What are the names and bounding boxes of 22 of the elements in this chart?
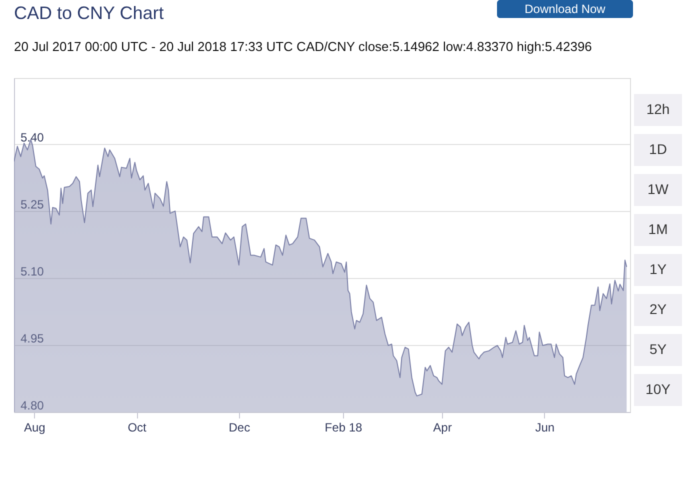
text: 10Y xyxy=(646,381,672,397)
x-tick-label: Apr xyxy=(433,420,452,434)
text: Download Now xyxy=(524,2,606,16)
x-tick-label: Aug xyxy=(24,420,46,434)
text: 1W xyxy=(648,181,670,197)
text: 2Y xyxy=(649,301,668,317)
x-tick-label: Oct xyxy=(128,420,148,434)
y-tick-label: 4.95 xyxy=(20,332,44,346)
y-tick-label: 5.10 xyxy=(20,264,44,279)
chart-subtitle: 20 Jul 2017 00:00 UTC - 20 Jul 2018 17:33 UTC CAD/CNY close:5.14962 low:4.83370 high:5.42396 xyxy=(14,39,592,54)
text: 12h xyxy=(646,101,670,117)
y-tick-label: 4.80 xyxy=(20,398,44,412)
x-tick-label: Feb 18 xyxy=(324,420,362,434)
text: 1M xyxy=(648,221,668,237)
chart-title: CAD to CNY Chart xyxy=(14,3,164,23)
text: 5Y xyxy=(649,341,668,357)
y-tick-label: 5.25 xyxy=(20,198,44,212)
x-tick-label: Jun xyxy=(535,420,555,434)
x-tick-label: Dec xyxy=(228,420,250,434)
y-tick-label: 5.40 xyxy=(20,130,44,145)
text: 1Y xyxy=(649,261,668,277)
text: 1D xyxy=(649,141,667,157)
